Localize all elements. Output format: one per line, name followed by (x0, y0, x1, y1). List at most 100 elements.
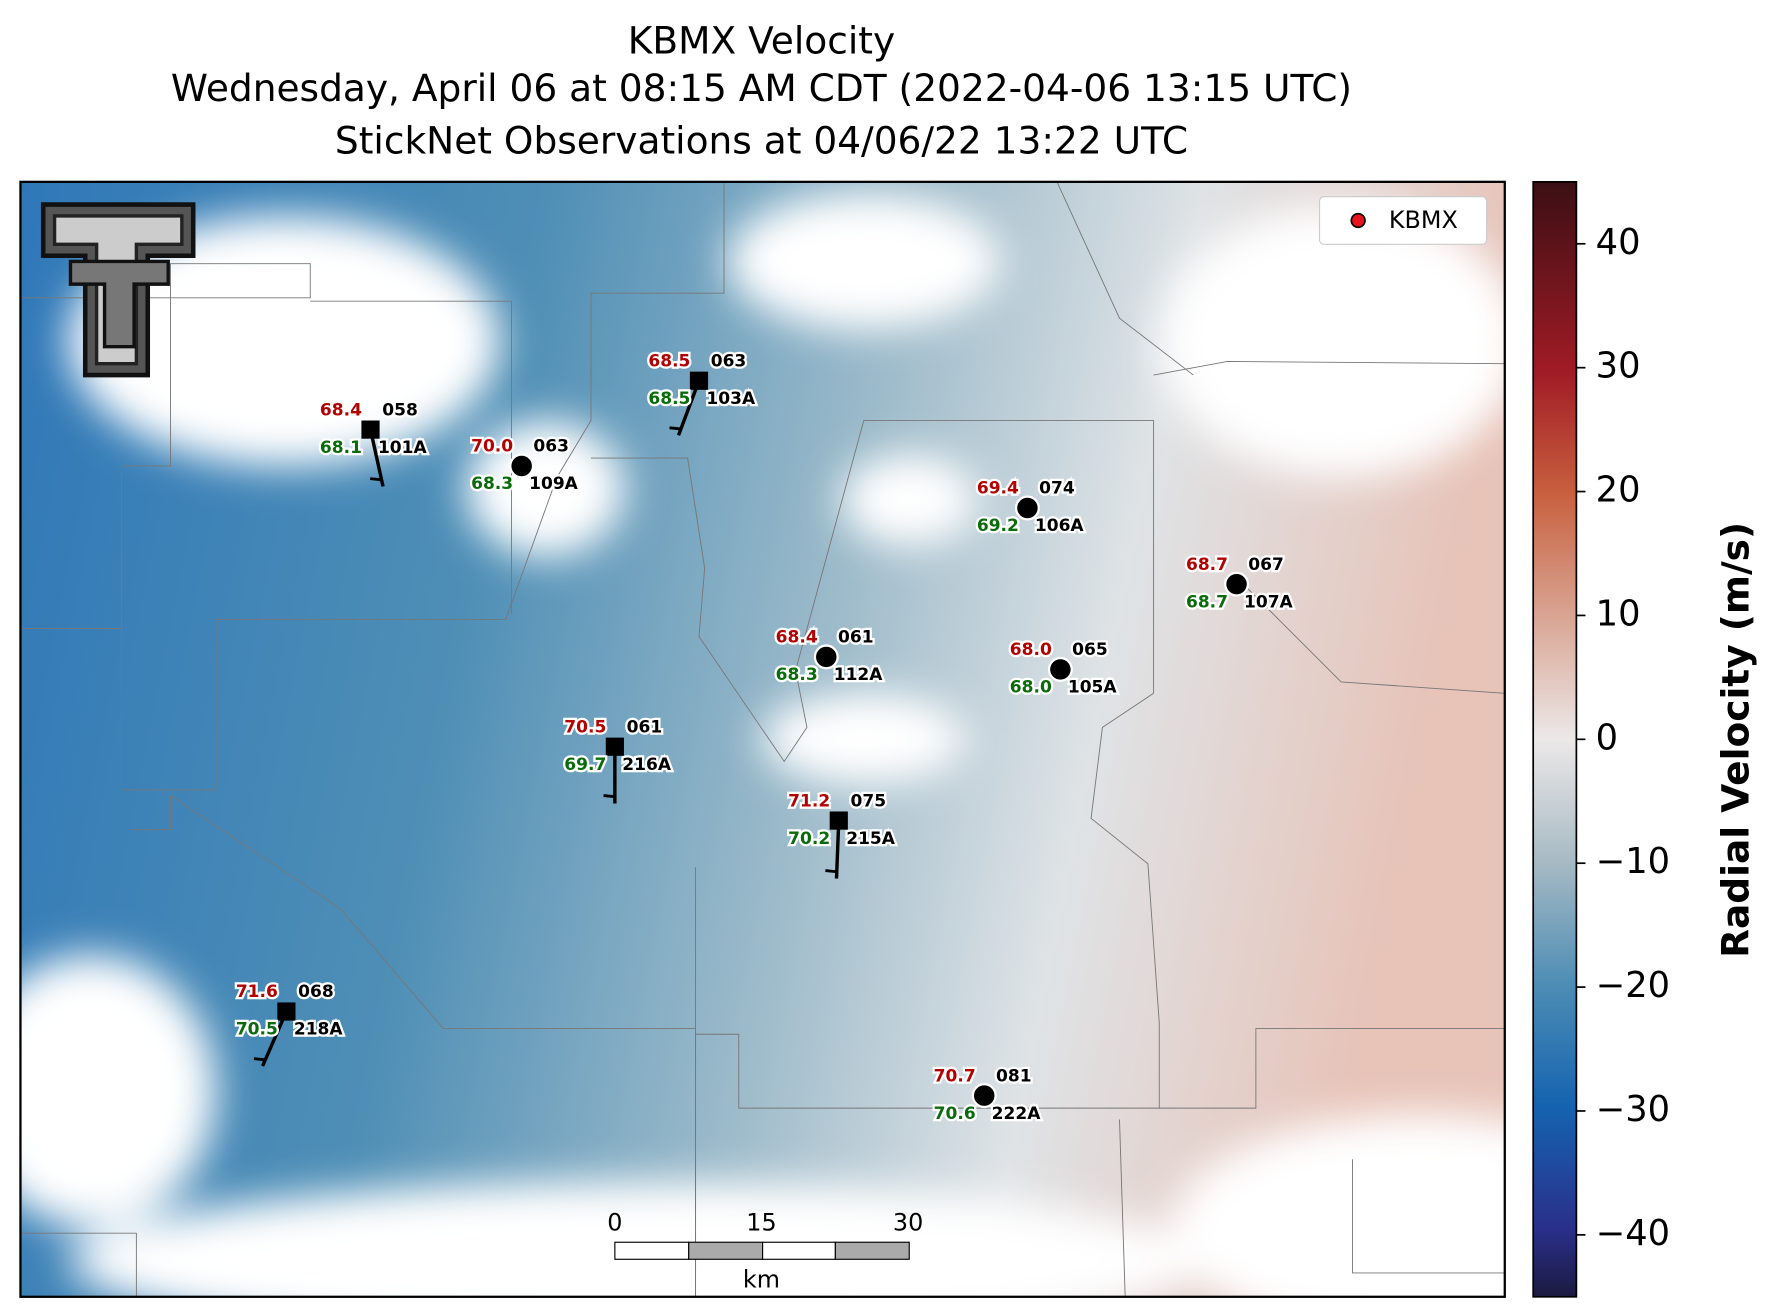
station: 71.6 068 70.5 218A (234, 980, 346, 1067)
legend: KBMX (1318, 196, 1488, 245)
station-id: 112A (834, 665, 884, 685)
temperature: 68.5 (648, 351, 690, 371)
temperature: 69.4 (977, 479, 1019, 499)
colorbar-tick-label: 0 (1596, 717, 1618, 758)
station-marker (605, 737, 624, 756)
map-frame (19, 180, 1506, 1298)
station-id: 105A (1068, 678, 1118, 698)
pressure-code: 075 (851, 791, 887, 811)
scale-tick-label: 0 (607, 1209, 622, 1237)
station-marker (361, 420, 380, 439)
wind-barb-flag (669, 426, 682, 431)
dewpoint: 68.3 (776, 665, 818, 685)
wind-barb-flag (370, 477, 382, 482)
station-marker (829, 811, 848, 830)
station-marker (813, 644, 839, 670)
station: 68.0 065 68.0 105A (1008, 638, 1120, 700)
station-id: 109A (529, 474, 579, 494)
station-id: 222A (992, 1104, 1042, 1124)
colorbar: Radial Velocity (m/s) 40 30 20 10 0 −10 −20 −30… (1532, 180, 1757, 1298)
wind-barb-flag (825, 869, 837, 874)
station-marker (1047, 656, 1073, 682)
station: 68.7 067 68.7 107A (1184, 553, 1296, 615)
county-lines (20, 181, 1505, 1297)
pressure-code: 074 (1039, 479, 1075, 499)
pressure-code: 063 (711, 351, 747, 371)
pressure-code: 063 (533, 437, 569, 457)
station-id: 101A (378, 438, 428, 458)
station: 71.2 075 70.2 215A (786, 789, 898, 879)
colorbar-tick-label: 30 (1596, 346, 1641, 387)
station-id: 216A (622, 755, 672, 775)
temperature: 71.2 (788, 791, 830, 811)
colorbar-tick-label: −40 (1596, 1213, 1670, 1254)
colorbar-tick-label: 20 (1596, 470, 1641, 511)
station: 69.4 074 69.2 106A (975, 476, 1087, 538)
station-id: 218A (294, 1020, 344, 1040)
station-id: 103A (706, 389, 756, 409)
wind-barb-flag (253, 1057, 266, 1062)
station-id: 215A (846, 829, 896, 849)
dewpoint: 68.3 (471, 474, 513, 494)
stations: 68.4 058 68.1 101A 70.0 063 68.3 109A 68.5 063 68.… (234, 349, 1296, 1126)
station-marker (971, 1083, 997, 1109)
pressure-code: 065 (1072, 640, 1108, 660)
temperature: 70.7 (934, 1066, 976, 1086)
colorbar-tick-label: −10 (1596, 841, 1670, 882)
scale-tick-label: 15 (746, 1209, 776, 1237)
wind-barb (368, 429, 385, 487)
temperature: 68.4 (776, 628, 818, 648)
temperature: 70.0 (471, 437, 513, 457)
pressure-code: 061 (838, 628, 874, 648)
station: 70.0 063 68.3 109A (469, 434, 581, 496)
station: 70.5 061 69.7 216A (562, 715, 674, 804)
station: 68.4 058 68.1 101A (318, 398, 430, 487)
pressure-code: 081 (996, 1066, 1032, 1086)
colorbar-tick-label: −20 (1596, 965, 1670, 1006)
colorbar-tick-label: 10 (1596, 593, 1641, 634)
station: 68.5 063 68.5 103A (646, 349, 758, 436)
colorbar-tick-label: −30 (1596, 1089, 1670, 1130)
temperature: 68.7 (1186, 555, 1228, 575)
temperature: 68.0 (1010, 640, 1052, 660)
station: 70.7 081 70.6 222A (931, 1064, 1043, 1126)
no-echo-areas (20, 193, 1505, 1297)
colorbar-tick-label: 40 (1596, 222, 1641, 263)
title-line: KBMX Velocity (628, 18, 895, 62)
dewpoint: 70.6 (934, 1104, 976, 1124)
colorbar-label: Radial Velocity (m/s) (1713, 522, 1757, 958)
temperature: 68.4 (320, 400, 362, 420)
temperature: 70.5 (564, 717, 606, 737)
station: 68.4 061 68.3 112A (773, 625, 885, 687)
wind-barb-flag (603, 794, 616, 799)
station-marker (509, 453, 535, 479)
scale-unit: km (743, 1265, 780, 1293)
station-marker (1224, 571, 1250, 597)
dewpoint: 69.2 (977, 516, 1019, 536)
station-marker (277, 1002, 296, 1021)
wind-barb (834, 820, 841, 879)
title-line: StickNet Observations at 04/06/22 13:22 … (335, 118, 1188, 162)
legend-label: KBMX (1389, 206, 1458, 234)
legend-marker (1350, 212, 1366, 229)
pressure-code: 058 (382, 400, 418, 420)
dewpoint: 70.2 (788, 829, 830, 849)
dewpoint: 70.5 (236, 1020, 278, 1040)
dewpoint: 69.7 (564, 755, 606, 775)
ttu-logo (40, 202, 196, 378)
pressure-code: 061 (627, 717, 663, 737)
scale-bar: 0 15 30 km (607, 1209, 923, 1294)
temperature: 71.6 (236, 982, 278, 1002)
pressure-code: 067 (1248, 555, 1284, 575)
pressure-code: 068 (298, 982, 334, 1002)
dewpoint: 68.7 (1186, 592, 1228, 612)
title-line: Wednesday, April 06 at 08:15 AM CDT (202… (171, 66, 1352, 110)
station-id: 106A (1035, 516, 1085, 536)
colorbar-gradient (1532, 180, 1578, 1298)
dewpoint: 68.1 (320, 438, 362, 458)
scale-tick-label: 30 (893, 1209, 923, 1237)
dewpoint: 68.0 (1010, 678, 1052, 698)
station-id: 107A (1244, 592, 1294, 612)
